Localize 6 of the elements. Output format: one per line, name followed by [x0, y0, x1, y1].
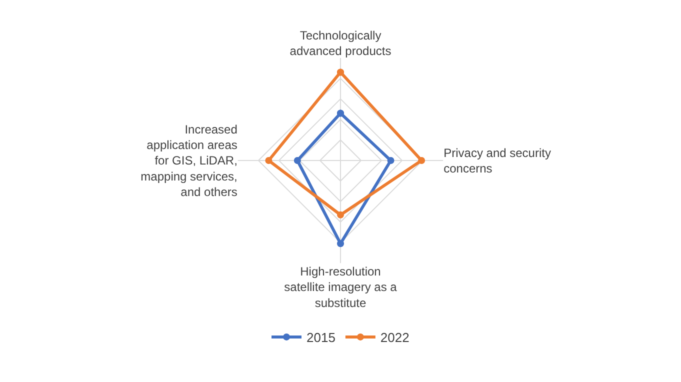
legend-label: 2022	[380, 330, 410, 346]
spoke-label: Technologically advanced products	[290, 28, 392, 58]
legend-label: 2015	[306, 330, 336, 346]
spoke-label: Privacy and security concerns	[444, 146, 551, 176]
spoke-label: Increased application areas for GIS, LiDAR, mapping services, and others	[140, 122, 238, 199]
spoke-label: High-resolution satellite imagery as a substitute	[284, 264, 398, 310]
